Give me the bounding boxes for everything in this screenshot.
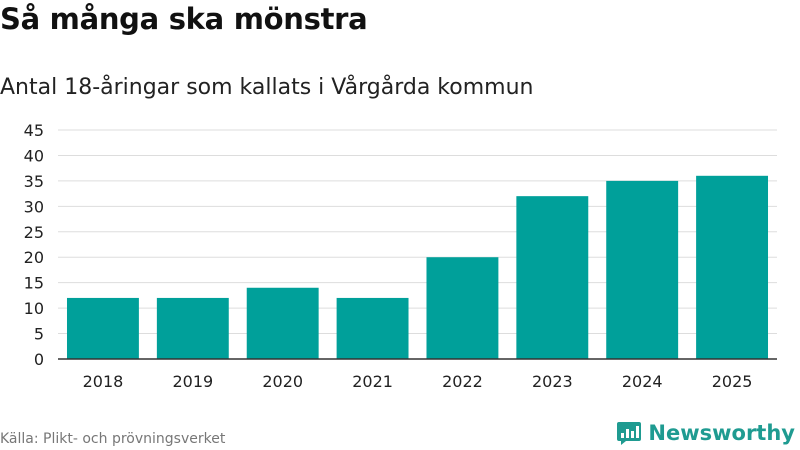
y-tick-label: 5 [34,325,44,344]
chart-subtitle: Antal 18-åringar som kallats i Vårgårda … [0,75,534,100]
bar-2020 [246,287,319,359]
y-tick-label: 40 [24,146,44,165]
newsworthy-logo-icon [617,422,642,445]
source-note: Källa: Plikt- och prövningsverket [0,431,226,447]
bar-2019 [156,297,229,359]
x-tick-label: 2020 [262,372,303,391]
y-tick-label: 15 [24,274,44,293]
x-tick-label: 2019 [172,372,213,391]
y-tick-label: 20 [24,248,44,267]
x-tick-label: 2022 [442,372,483,391]
brand-name: Newsworthy [648,421,795,445]
x-tick-label: 2023 [532,372,573,391]
y-tick-label: 45 [24,121,44,140]
x-tick-label: 2025 [712,372,753,391]
brand-logo: Newsworthy [616,419,795,447]
bar-2021 [336,297,409,359]
y-tick-label: 30 [24,197,44,216]
bar-2025 [696,175,769,359]
y-tick-label: 0 [34,350,44,369]
bar-2022 [426,257,499,359]
x-tick-label: 2018 [83,372,124,391]
y-tick-label: 35 [24,172,44,191]
chart-title: Så många ska mönstra [0,2,368,36]
bar-2023 [516,196,589,359]
x-tick-label: 2021 [352,372,393,391]
x-tick-label: 2024 [622,372,663,391]
bar-2018 [66,297,139,359]
y-tick-label: 10 [24,299,44,318]
y-tick-label: 25 [24,223,44,242]
bar-2024 [606,180,679,359]
